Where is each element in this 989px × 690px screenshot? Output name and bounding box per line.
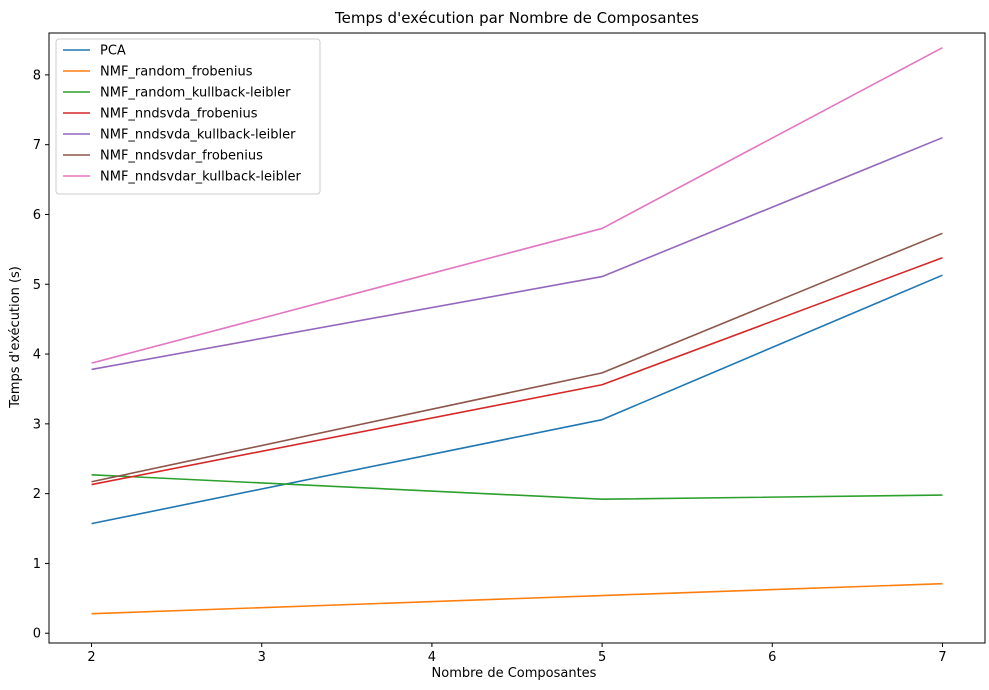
- x-tick-label: 2: [87, 650, 95, 665]
- legend-entry-1: NMF_random_frobenius: [100, 65, 253, 80]
- series-line-6: [91, 46, 943, 364]
- legend-entry-3: NMF_nndsvda_frobenius: [100, 107, 258, 122]
- x-axis: 2 3 4 5 6 7: [87, 643, 947, 665]
- x-tick-label: 3: [258, 650, 266, 665]
- series-layer: [91, 46, 943, 615]
- x-tick-label: 7: [938, 650, 946, 665]
- y-tick-label: 2: [33, 487, 41, 502]
- legend-entry-4: NMF_nndsvda_kullback-leibler: [100, 128, 296, 143]
- legend-entry-2: NMF_random_kullback-leibler: [100, 86, 291, 101]
- y-tick-label: 6: [33, 208, 41, 223]
- legend: PCA NMF_random_frobenius NMF_random_kullba…: [55, 38, 321, 195]
- y-tick-label: 7: [33, 138, 41, 153]
- series-line-5: [91, 232, 943, 483]
- y-tick-label: 3: [33, 417, 41, 432]
- series-line-2: [91, 474, 943, 501]
- y-tick-label: 8: [33, 68, 41, 83]
- y-axis: 0 1 2 3 4 5 6 7 8: [33, 68, 49, 642]
- x-tick-label: 4: [428, 650, 436, 665]
- x-axis-label: Nombre de Composantes: [432, 666, 597, 681]
- series-line-1: [91, 582, 943, 615]
- plot-frame: [48, 32, 986, 644]
- legend-frame: [55, 38, 321, 195]
- y-axis-label: Temps d'exécution (s): [8, 266, 23, 409]
- y-tick-label: 1: [33, 557, 41, 572]
- legend-entry-5: NMF_nndsvdar_frobenius: [100, 149, 263, 164]
- y-tick-label: 4: [33, 348, 41, 363]
- y-tick-label: 0: [33, 627, 41, 642]
- y-tick-label: 5: [33, 278, 41, 293]
- series-line-0: [91, 274, 943, 525]
- legend-entry-0: PCA: [100, 44, 126, 59]
- chart-title: Temps d'exécution par Nombre de Composan…: [334, 9, 699, 27]
- series-line-3: [91, 256, 943, 486]
- legend-entry-6: NMF_nndsvdar_kullback-leibler: [100, 170, 301, 185]
- x-tick-label: 6: [768, 650, 776, 665]
- x-tick-label: 5: [598, 650, 606, 665]
- series-line-4: [91, 136, 943, 371]
